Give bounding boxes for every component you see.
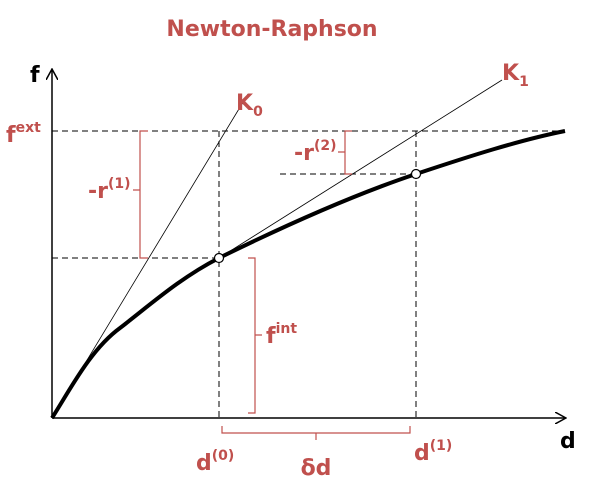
- label-f-ext: fext: [6, 120, 41, 148]
- label-part: f: [6, 123, 16, 148]
- label-part: (0): [212, 448, 235, 464]
- label-part: 0: [253, 104, 263, 120]
- label-r1: -r(1): [88, 176, 131, 204]
- label-f-int: fint: [266, 321, 297, 349]
- label-r2: -r(2): [294, 138, 337, 166]
- label-part: 1: [519, 74, 529, 90]
- label-part: (1): [430, 438, 453, 454]
- k1-line: [218, 79, 503, 259]
- bracket: [248, 257, 262, 414]
- label-part: -r: [294, 141, 314, 166]
- guide-lines: [52, 130, 565, 418]
- label-part: ext: [16, 120, 42, 136]
- y-axis-label: f: [30, 63, 40, 88]
- bracket: [338, 130, 352, 175]
- label-k0: K0: [236, 91, 263, 120]
- label-part: -r: [88, 179, 108, 204]
- label-d1: d(1): [414, 438, 452, 466]
- label-part: (2): [314, 138, 337, 154]
- label-part: int: [276, 321, 298, 337]
- x-axis-label: d: [560, 429, 576, 454]
- point: [213, 252, 225, 264]
- bracket: [133, 130, 148, 259]
- label-part: f: [266, 324, 276, 349]
- label-d0: d(0): [196, 448, 234, 476]
- label-k1: K1: [502, 61, 529, 90]
- label-delta-d: δd: [301, 456, 332, 481]
- point: [410, 168, 422, 180]
- curve: [50, 129, 566, 420]
- bracket: [221, 426, 411, 440]
- label-part: d: [414, 441, 430, 466]
- label-part: K: [502, 61, 520, 86]
- label-part: K: [236, 91, 254, 116]
- label-part: (1): [108, 176, 131, 192]
- title: Newton-Raphson: [166, 17, 377, 42]
- label-part: d: [196, 451, 212, 476]
